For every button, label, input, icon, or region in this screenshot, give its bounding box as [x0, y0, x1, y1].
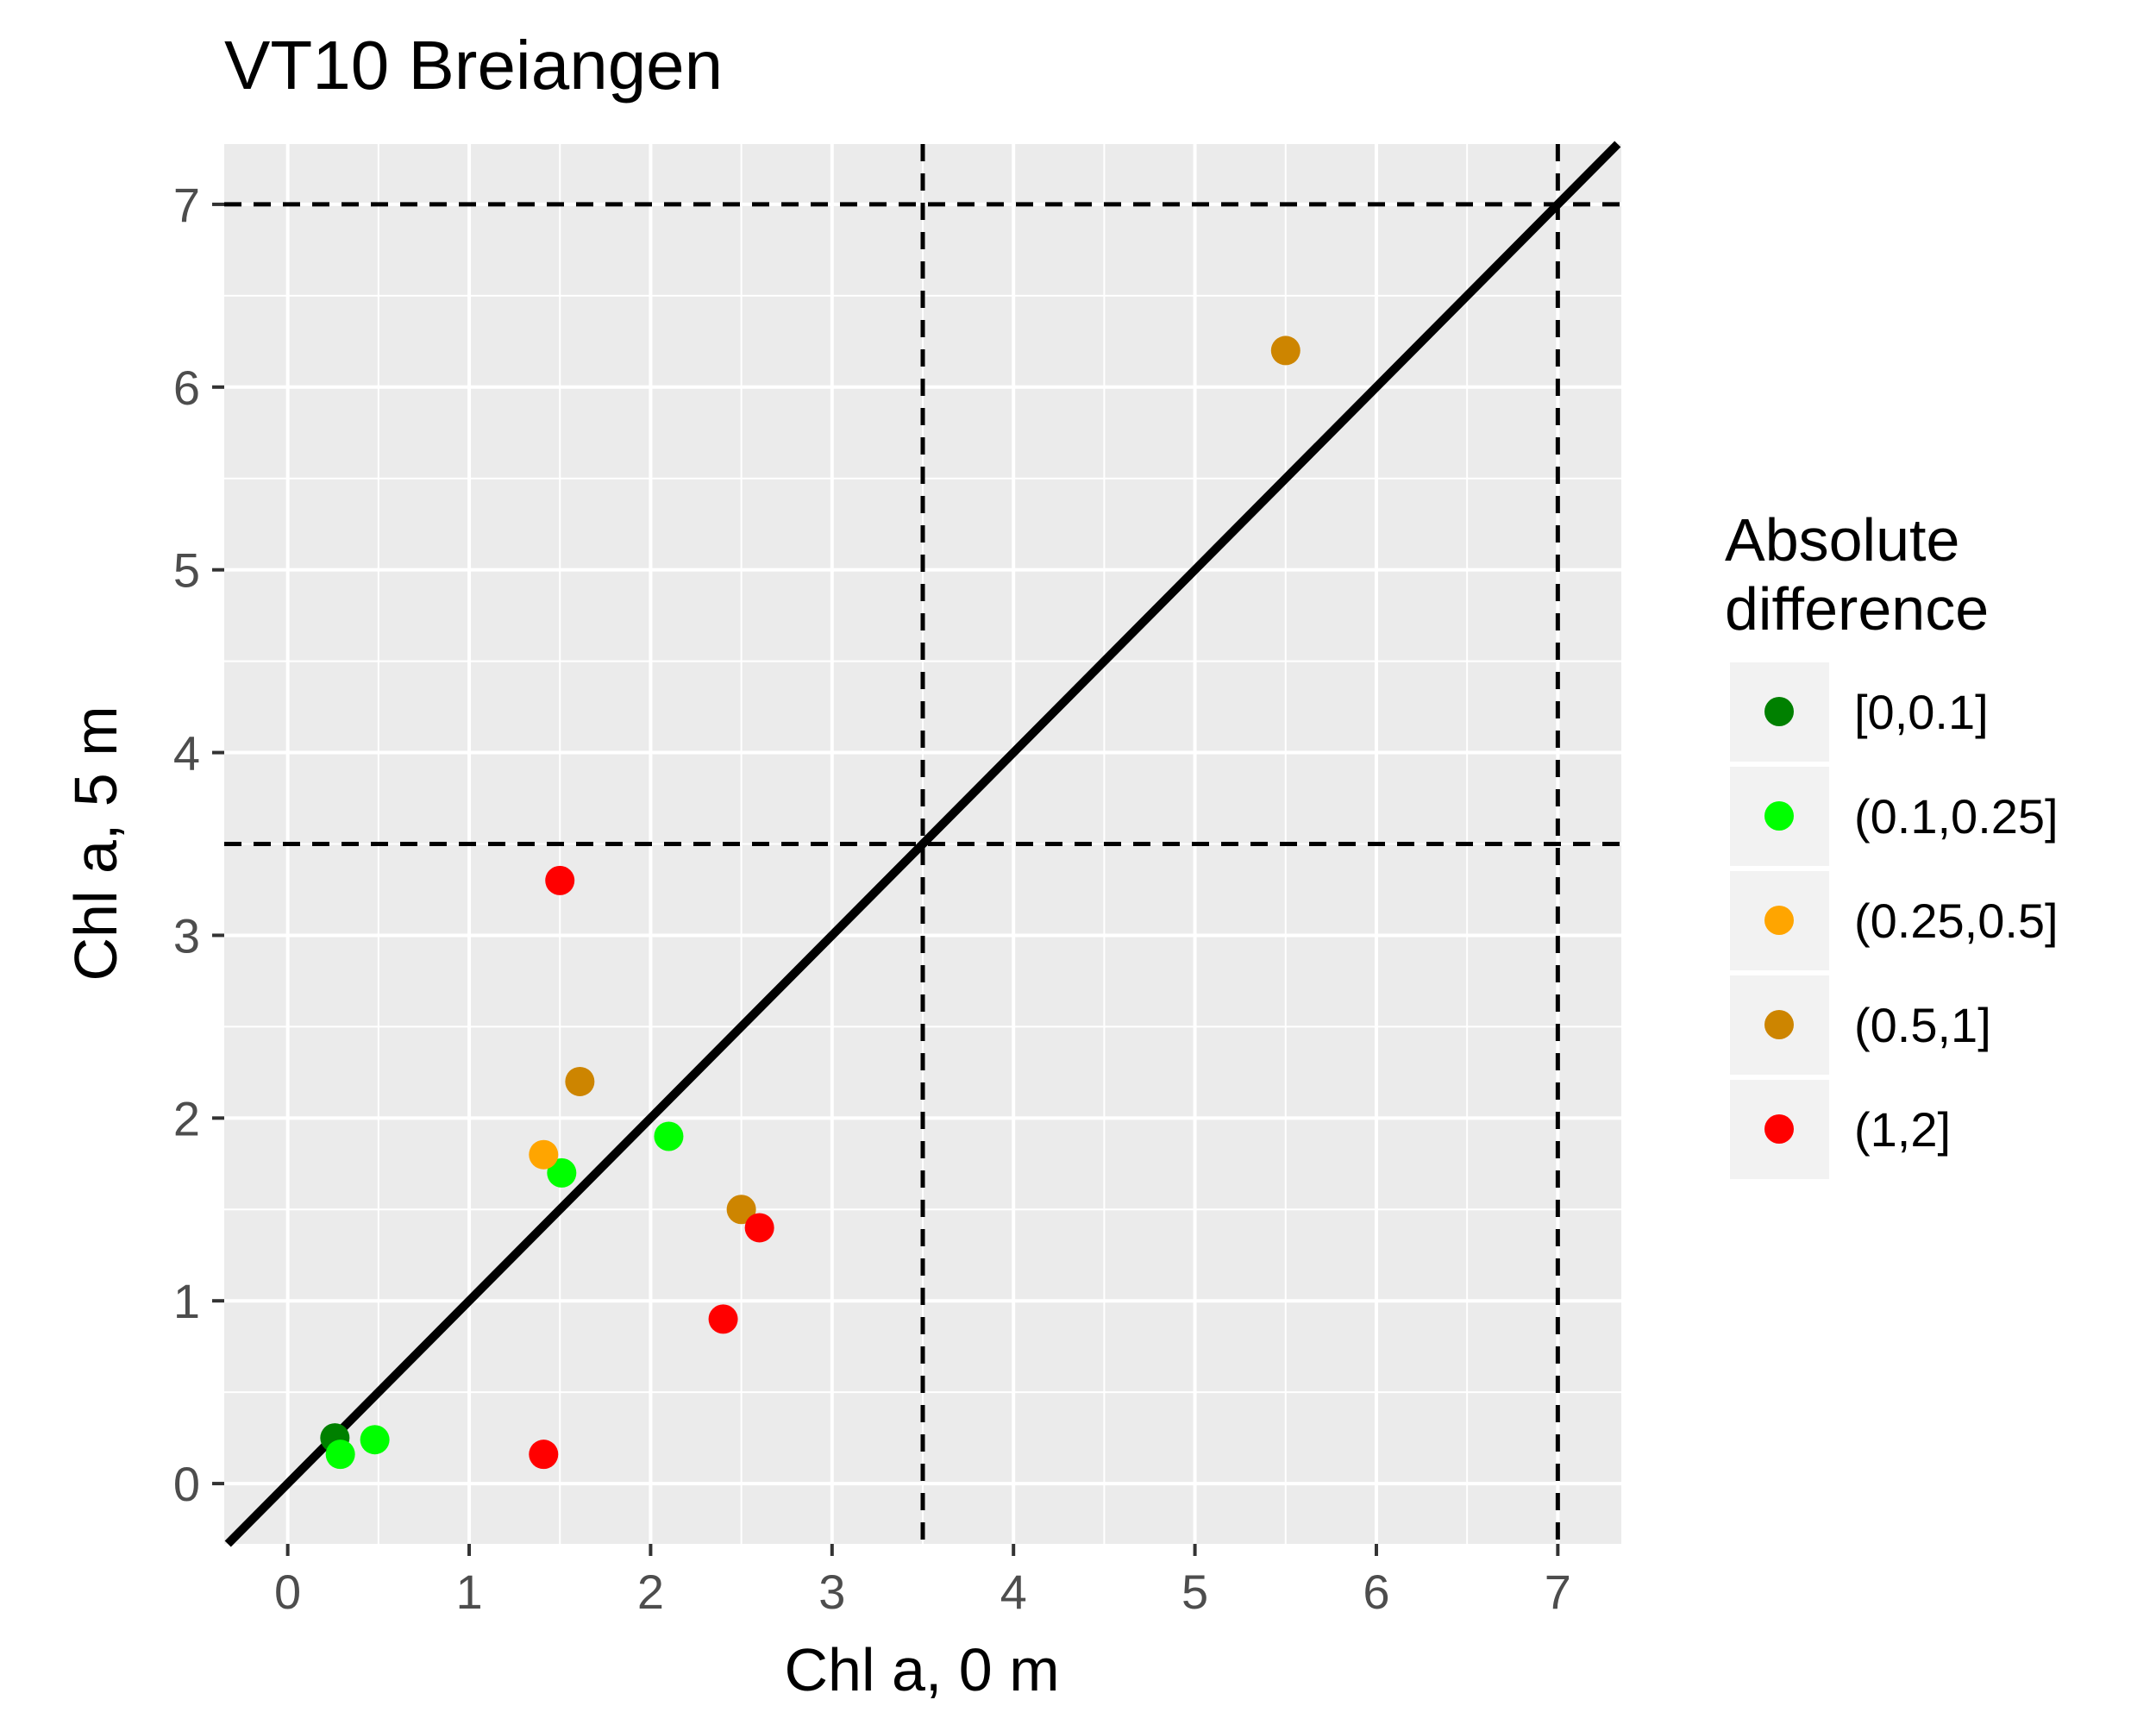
x-tick-label: 1 — [455, 1565, 482, 1619]
legend: Absolute difference [0,0.1] (0.1,0.25] (0.… — [1725, 506, 2059, 1179]
x-tick-label: 6 — [1363, 1565, 1389, 1619]
x-tick-label: 4 — [1000, 1565, 1027, 1619]
data-point — [708, 1304, 738, 1334]
y-tick-label: 0 — [173, 1457, 200, 1511]
legend-title-line-1: Absolute — [1725, 506, 1959, 574]
data-point — [1270, 336, 1300, 366]
y-tick-label: 5 — [173, 543, 200, 598]
legend-swatch — [1764, 1114, 1794, 1144]
data-point — [565, 1066, 595, 1096]
y-tick-label: 7 — [173, 178, 200, 232]
x-tick-label: 3 — [818, 1565, 845, 1619]
legend-swatch — [1764, 1010, 1794, 1039]
data-point — [726, 1195, 756, 1225]
x-tick-label: 7 — [1545, 1565, 1571, 1619]
data-point — [325, 1440, 355, 1470]
x-axis-ticks: 0 1 2 3 4 5 6 7 — [274, 1544, 1571, 1619]
y-axis-title: Chl a, 5 m — [62, 706, 129, 982]
legend-label: (0.1,0.25] — [1854, 789, 2059, 844]
y-axis-ticks: 0 1 2 3 4 5 6 7 — [173, 178, 224, 1511]
data-point — [545, 865, 575, 895]
y-tick-label: 1 — [173, 1274, 200, 1328]
x-tick-label: 2 — [637, 1565, 664, 1619]
y-tick-label: 6 — [173, 361, 200, 415]
y-tick-label: 3 — [173, 908, 200, 963]
legend-title-line-2: difference — [1725, 575, 1989, 643]
legend-swatch — [1764, 697, 1794, 726]
legend-swatch — [1764, 801, 1794, 831]
legend-swatch — [1764, 906, 1794, 935]
x-tick-label: 0 — [274, 1565, 301, 1619]
data-point — [529, 1139, 559, 1170]
identity-line — [224, 141, 1621, 1547]
chart-title: VT10 Breiangen — [224, 27, 723, 104]
y-tick-label: 4 — [173, 726, 200, 781]
x-axis-title: Chl a, 0 m — [785, 1636, 1060, 1703]
data-point — [654, 1121, 684, 1151]
x-tick-label: 5 — [1181, 1565, 1208, 1619]
data-point — [529, 1440, 559, 1470]
legend-label: (0.25,0.5] — [1854, 894, 2059, 948]
data-point — [360, 1425, 390, 1455]
y-tick-label: 2 — [173, 1091, 200, 1145]
data-points — [320, 336, 1300, 1470]
data-point — [547, 1157, 577, 1188]
identity-line-group — [224, 141, 1621, 1547]
legend-label: (0.5,1] — [1854, 998, 1991, 1052]
legend-label: (1,2] — [1854, 1102, 1951, 1157]
data-point — [744, 1213, 774, 1243]
legend-label: [0,0.1] — [1854, 685, 1989, 739]
